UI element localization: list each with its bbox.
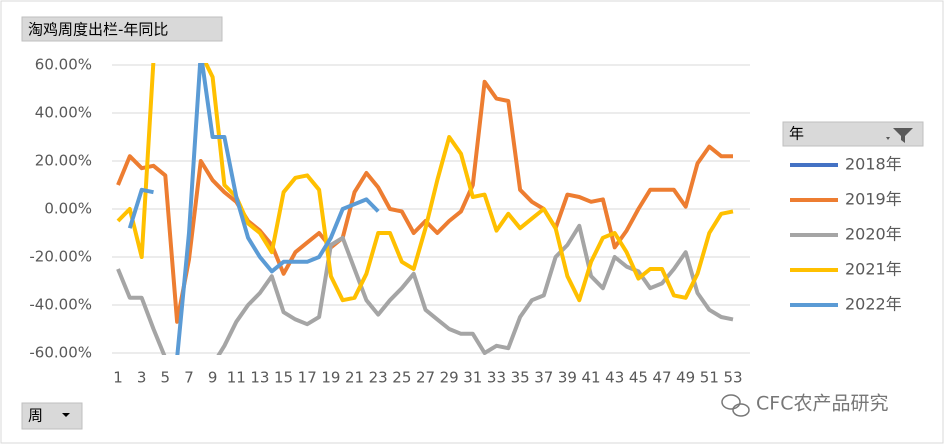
y-tick-label: -60.00%	[29, 344, 92, 362]
series-line	[116, 223, 734, 355]
x-tick-label: 43	[605, 369, 624, 387]
axis-button[interactable]	[21, 402, 83, 430]
x-tick-label: 9	[208, 369, 218, 387]
x-tick-label: 21	[345, 369, 364, 387]
series-line	[116, 63, 734, 303]
filter-icon[interactable]	[886, 128, 913, 143]
x-tick-label: 53	[723, 369, 742, 387]
y-tick-label: 60.00%	[35, 56, 92, 74]
legend-label: 2021年	[845, 260, 902, 279]
x-tick-label: 19	[321, 369, 340, 387]
y-tick-label: -40.00%	[29, 296, 92, 314]
axis-button-label: 周	[28, 407, 43, 425]
x-tick-label: 35	[511, 369, 530, 387]
title-box	[21, 16, 223, 42]
x-tick-label: 11	[227, 369, 246, 387]
x-tick-label: 47	[652, 369, 671, 387]
x-tick-label: 31	[463, 369, 482, 387]
x-tick-label: 41	[582, 369, 601, 387]
x-tick-label: 1	[113, 369, 123, 387]
x-tick-label: 25	[392, 369, 411, 387]
x-tick-label: 49	[676, 369, 695, 387]
chart-title: 淘鸡周度出栏-年同比	[28, 21, 168, 39]
x-tick-label: 5	[161, 369, 171, 387]
x-tick-label: 23	[369, 369, 388, 387]
x-tick-label: 15	[274, 369, 293, 387]
legend-label: 2018年	[845, 155, 902, 174]
legend-label: 2019年	[845, 190, 902, 209]
watermark: CFC农产品研究	[756, 393, 888, 415]
legend-label: 2022年	[845, 295, 902, 314]
wechat-icon	[721, 394, 750, 417]
dropdown-icon	[62, 413, 70, 417]
x-tick-label: 13	[250, 369, 269, 387]
x-tick-label: 17	[298, 369, 317, 387]
x-tick-label: 37	[534, 369, 553, 387]
x-tick-label: 7	[184, 369, 194, 387]
legend-label: 2020年	[845, 225, 902, 244]
y-tick-label: 0.00%	[44, 200, 92, 218]
x-tick-label: 33	[487, 369, 506, 387]
y-tick-label: 40.00%	[35, 104, 92, 122]
x-tick-label: 27	[416, 369, 435, 387]
x-tick-label: 45	[629, 369, 648, 387]
y-tick-label: -20.00%	[29, 248, 92, 266]
series-line	[127, 63, 380, 355]
legend-title: 年	[789, 125, 804, 143]
x-tick-label: 51	[700, 369, 719, 387]
y-tick-label: 20.00%	[35, 152, 92, 170]
x-tick-label: 29	[440, 369, 459, 387]
x-tick-label: 3	[137, 369, 147, 387]
x-tick-label: 39	[558, 369, 577, 387]
